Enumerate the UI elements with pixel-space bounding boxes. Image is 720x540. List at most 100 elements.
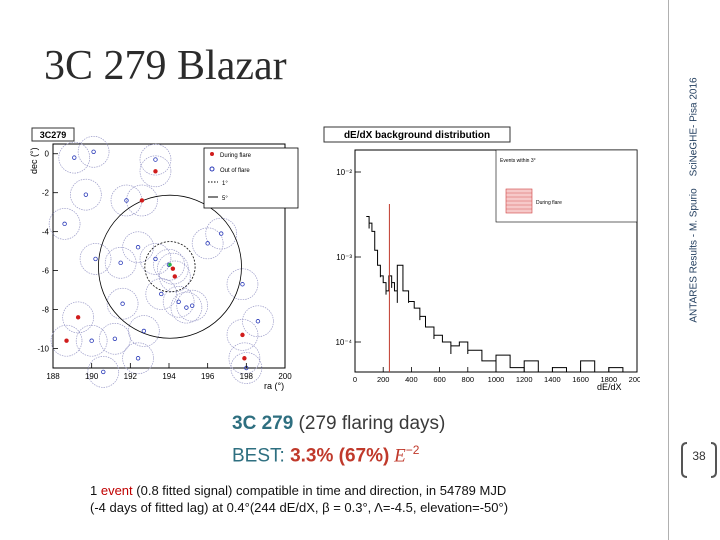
hist-x-tick-label: 1800 <box>600 375 617 384</box>
hist-y-tick-label: 10⁻³ <box>336 253 352 262</box>
event-line2: (-4 days of fitted lag) at 0.4°(244 dE/d… <box>90 500 509 515</box>
legend-during: During flare <box>220 153 252 159</box>
hist-x-label: dE/dX <box>597 382 622 392</box>
page-number-bracket <box>681 442 717 478</box>
during-flare-point <box>242 356 247 361</box>
out-of-flare-point <box>120 301 125 306</box>
sky-y-tick-label: 0 <box>45 150 50 159</box>
hist-y-tick-label: 10⁻² <box>336 168 352 177</box>
flaring-days: (279 flaring days) <box>293 413 446 434</box>
hist-legend-events: Events within 3° <box>500 158 536 164</box>
angular-window-circle <box>126 184 158 217</box>
five-degree-circle <box>98 194 242 339</box>
sky-y-label: dec (°) <box>29 147 39 174</box>
during-flare-point <box>240 332 245 338</box>
hist-legend-flare: During flare <box>536 200 562 206</box>
angular-window-circle <box>128 315 160 347</box>
out-of-flare-point <box>83 192 89 197</box>
out-of-flare-point <box>184 305 189 310</box>
out-of-flare-point <box>135 356 141 361</box>
sky-x-tick-label: 198 <box>240 372 254 381</box>
sky-x-tick-label: 190 <box>85 372 99 381</box>
slide-title: 3C 279 Blazar <box>44 43 287 89</box>
angular-window-circle <box>106 287 139 320</box>
hist-x-tick-label: 0 <box>353 375 357 384</box>
angular-window-circle <box>58 141 91 174</box>
angular-window-circle <box>50 324 83 357</box>
hist-y-tick-label: 10⁻⁴ <box>335 338 352 347</box>
vertical-footer: ANTARES Results - M. Spurio SciNeGHE- Pis… <box>689 77 700 322</box>
hist-x-tick-label: 400 <box>405 375 418 384</box>
best-value: 3.3% (67%) <box>290 445 390 467</box>
angular-window-circle <box>77 135 110 168</box>
legend-1deg: 1° <box>222 181 228 187</box>
angular-window-circle <box>70 178 102 211</box>
sky-legend: During flare Out of flare 1° 5° <box>203 147 299 209</box>
sky-y-tick-label: -4 <box>42 228 50 237</box>
sky-x-tick-label: 196 <box>201 372 215 381</box>
during-flare-point <box>153 169 158 174</box>
spectrum-symbol: E <box>389 445 406 467</box>
angular-window-circle <box>122 342 154 375</box>
angular-window-circle <box>191 227 224 260</box>
angular-window-circle <box>158 260 191 293</box>
one-degree-circle <box>144 241 196 293</box>
out-of-flare-point <box>240 282 245 287</box>
out-of-flare-point <box>189 303 195 308</box>
angular-window-circle <box>228 342 261 375</box>
out-of-flare-point <box>218 231 224 236</box>
sky-x-tick-label: 188 <box>46 372 60 381</box>
out-of-flare-point <box>159 291 164 297</box>
sky-y-tick-label: -6 <box>42 267 50 276</box>
event-word: event <box>100 483 133 498</box>
out-of-flare-point <box>141 328 147 334</box>
legend-out: Out of flare <box>220 168 250 174</box>
out-of-flare-point <box>135 245 141 250</box>
hist-x-tick-label: 600 <box>433 375 446 384</box>
angular-window-circle <box>170 291 203 324</box>
out-of-flare-point <box>153 157 158 162</box>
out-of-flare-point <box>101 369 106 375</box>
angular-window-circle <box>242 305 274 338</box>
angular-window-circle <box>48 208 81 240</box>
angular-window-circle <box>230 352 263 384</box>
out-of-flare-point <box>176 299 181 304</box>
source-name: 3C 279 <box>232 413 294 434</box>
footer-author: ANTARES Results - M. Spurio <box>688 188 700 323</box>
hist-x-tick-label: 1200 <box>516 375 533 384</box>
angular-window-circle <box>226 268 259 301</box>
hist-legend: Events within 3° During flare <box>495 149 638 223</box>
angular-window-circle <box>176 289 209 322</box>
out-of-flare-point <box>112 336 118 341</box>
hist-x-tick-label: 800 <box>462 375 475 384</box>
source-position-point <box>168 262 172 267</box>
event-description: 1 event (0.8 fitted signal) compatible i… <box>90 482 508 516</box>
best-result: BEST: 3.3% (67%) E−2 <box>232 443 419 467</box>
out-of-flare-point <box>118 260 123 266</box>
sky-x-tick-label: 200 <box>278 372 292 381</box>
during-flare-point <box>75 315 81 320</box>
legend-5deg: 5° <box>222 196 228 202</box>
angular-window-circle <box>162 285 195 318</box>
during-flare-point <box>172 274 177 279</box>
hist-x-tick-label: 1000 <box>488 375 505 384</box>
angular-window-circle <box>145 278 178 310</box>
out-of-flare-point <box>89 338 94 343</box>
sky-map-figure: 3C279 188 190 192 194 196 198 200 0 -2 -4 -6 -8 -10… <box>28 124 300 396</box>
sky-y-tick-label: -8 <box>42 306 50 315</box>
sky-x-tick-label: 192 <box>124 372 138 381</box>
sky-x-label: ra (°) <box>264 381 284 391</box>
out-of-flare-point <box>255 319 261 324</box>
dedx-histogram-figure: dE/dX background distribution Events wit… <box>318 124 640 396</box>
angular-window-circle <box>205 217 238 250</box>
angular-window-circle <box>87 356 120 388</box>
sky-panel-title: 3C279 <box>40 130 67 140</box>
page-number: 38 <box>692 449 706 463</box>
hist-panel-title: dE/dX background distribution <box>344 130 490 141</box>
hist-x-tick-label: 1400 <box>544 375 561 384</box>
spectrum-index: −2 <box>405 443 420 457</box>
source-caption: 3C 279 (279 flaring days) <box>232 413 445 435</box>
during-flare-point <box>139 198 145 203</box>
angular-window-circle <box>139 143 172 176</box>
